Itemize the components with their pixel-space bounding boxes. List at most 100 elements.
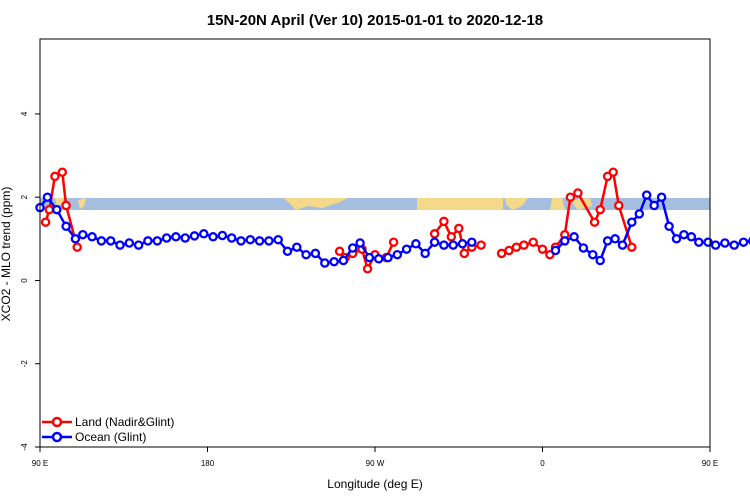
data-point-ocean [401,244,412,254]
data-point-ocean [42,192,53,202]
data-point-land [57,167,68,177]
x-tick-label: 90 E [702,459,718,468]
data-point-land [589,217,600,227]
data-point-ocean [383,252,393,263]
y-tick-label: 4 [20,111,29,116]
data-point-ocean [282,246,293,257]
data-point-ocean [429,237,440,247]
data-point-land [476,240,486,250]
data-point-ocean [217,230,228,241]
data-point-ocean [355,238,365,248]
legend-item-ocean: Ocean (Glint) [42,430,146,444]
data-point-ocean [236,236,246,246]
data-point-land [459,248,470,259]
data-point-land [362,264,373,274]
data-point-ocean [411,239,421,249]
data-point-ocean [180,233,190,243]
data-point-land [454,223,464,234]
data-point-land [519,240,529,250]
data-point-ocean [602,236,613,246]
data-point-ocean [70,234,81,244]
data-point-ocean [347,243,358,253]
data-point-ocean [448,240,458,250]
legend: Land (Nadir&Glint) Ocean (Glint) [42,415,174,444]
data-point-land [388,237,399,247]
data-point-ocean [694,237,704,247]
x-tick-label: 90 E [32,459,48,468]
data-point-ocean [124,238,135,248]
data-point-ocean [550,245,561,256]
data-point-ocean [52,204,62,215]
data-point-land [595,204,605,215]
data-point-ocean [87,232,97,242]
land-strip-3 [284,198,348,210]
data-point-land [50,171,60,182]
data-point-ocean [199,229,209,239]
data-point-ocean [467,237,477,247]
data-point-ocean [320,258,330,268]
data-point-ocean [610,234,620,244]
data-point-ocean [439,240,449,250]
data-point-land [72,242,82,252]
data-point-ocean [627,217,637,227]
y-tick-label: -2 [20,360,29,368]
x-tick-label: 0 [540,459,545,468]
data-point-ocean [679,229,689,240]
y-axis-label: XCO2 - MLO trend (ppm) [0,187,13,322]
data-point-ocean [329,256,339,267]
data-point-ocean [578,243,589,253]
legend-marker-land [51,416,63,428]
y-axis: -4 -2 0 2 4 [20,111,40,451]
legend-label-ocean: Ocean (Glint) [75,430,146,444]
land-strip-1 [55,198,64,206]
y-tick-label: -4 [20,443,29,451]
data-point-ocean [189,231,200,241]
data-point-ocean [105,236,116,246]
series-layer [35,167,750,274]
legend-item-land: Land (Nadir&Glint) [42,415,174,429]
data-point-ocean [457,239,468,249]
data-point-ocean [392,249,403,260]
data-point-ocean [61,221,71,232]
data-point-ocean [96,236,107,246]
data-point-ocean [703,237,713,247]
land-strip-2 [78,198,86,209]
data-point-land [44,204,55,215]
legend-label-land: Land (Nadir&Glint) [75,415,174,429]
series-land [40,167,637,274]
data-point-ocean [649,200,659,211]
data-point-ocean [264,236,274,246]
land-mask-strip [40,198,710,210]
land-strip-5 [505,198,528,210]
series-ocean [35,190,750,268]
data-point-ocean [671,234,682,244]
data-point-land [334,246,345,257]
x-tick-label: 180 [201,459,215,468]
data-point-ocean [226,233,237,243]
data-point-ocean [560,236,570,246]
data-point-land [627,242,637,252]
data-point-ocean [656,192,667,202]
data-point-ocean [273,234,283,245]
data-point-ocean [364,252,375,263]
data-point-land [446,232,457,242]
data-point-ocean [420,248,430,259]
data-point-ocean [641,190,652,200]
data-point-ocean [664,221,674,232]
data-point-land [528,237,538,247]
data-point-ocean [143,236,153,246]
ocean-strip [40,198,710,210]
data-point-land [504,245,514,256]
data-point-ocean [78,229,88,240]
land-strip-6 [550,198,565,210]
data-point-land [429,229,440,239]
data-point-ocean [254,236,265,246]
legend-marker-ocean [51,431,63,443]
data-point-ocean [245,234,256,245]
data-point-ocean [310,248,321,259]
data-point-ocean [720,238,730,248]
data-point-ocean [373,254,384,264]
data-point-ocean [115,240,125,250]
